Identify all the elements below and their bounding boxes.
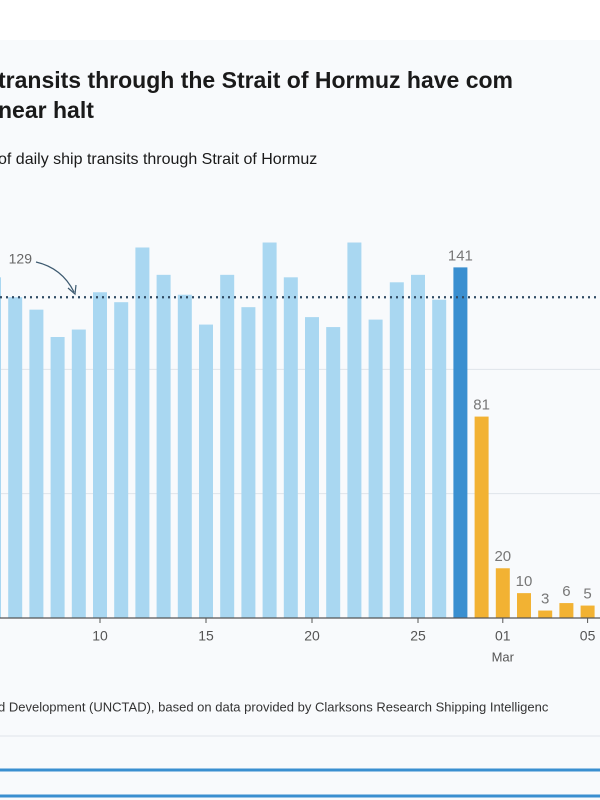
value-label: 6 bbox=[562, 583, 570, 600]
value-label: 141 bbox=[448, 247, 473, 264]
x-tick-label: 10 bbox=[92, 628, 108, 644]
value-label: 10 bbox=[516, 573, 533, 590]
bar bbox=[495, 568, 510, 618]
bar bbox=[305, 317, 319, 618]
bar bbox=[517, 593, 531, 618]
x-tick-label: 20 bbox=[304, 628, 320, 644]
chart-title: near halt bbox=[0, 97, 94, 123]
bar bbox=[432, 299, 447, 618]
bar bbox=[93, 292, 107, 618]
bar bbox=[559, 603, 574, 618]
chart-title: transits through the Strait of Hormuz ha… bbox=[0, 67, 513, 93]
bar bbox=[0, 277, 1, 618]
bar bbox=[283, 277, 298, 618]
source-note: d Development (UNCTAD), based on data pr… bbox=[0, 699, 549, 714]
bar bbox=[580, 605, 595, 618]
chart-subtitle: of daily ship transits through Strait of… bbox=[0, 151, 317, 168]
value-label: 3 bbox=[541, 591, 549, 608]
bar bbox=[199, 324, 213, 618]
bar bbox=[368, 319, 383, 618]
bar bbox=[177, 294, 192, 618]
average-label: 129 bbox=[9, 251, 33, 267]
annotation-arrow bbox=[35, 261, 75, 293]
bar bbox=[29, 309, 44, 618]
bar bbox=[8, 297, 23, 618]
bar bbox=[453, 267, 468, 618]
bar bbox=[71, 329, 86, 618]
x-tick-label: 15 bbox=[198, 628, 214, 644]
x-tick-label: 05 bbox=[580, 628, 596, 644]
value-label: 81 bbox=[473, 397, 490, 414]
bar bbox=[538, 610, 553, 618]
x-tick-label: 01 bbox=[495, 628, 511, 644]
x-sublabel: Mar bbox=[492, 649, 515, 664]
bar bbox=[411, 274, 425, 618]
value-label: 5 bbox=[583, 586, 591, 603]
value-label: 20 bbox=[494, 548, 511, 565]
bar bbox=[347, 242, 362, 618]
bar bbox=[241, 307, 256, 618]
bar bbox=[114, 302, 129, 618]
bar bbox=[326, 327, 341, 618]
bar bbox=[389, 282, 404, 618]
annotation-arrowhead bbox=[67, 284, 77, 296]
bar bbox=[50, 337, 65, 618]
bar bbox=[156, 274, 171, 618]
x-tick-label: 25 bbox=[410, 628, 426, 644]
bar bbox=[474, 416, 489, 618]
bar bbox=[262, 242, 277, 618]
bar bbox=[135, 247, 150, 618]
bar bbox=[220, 274, 235, 618]
